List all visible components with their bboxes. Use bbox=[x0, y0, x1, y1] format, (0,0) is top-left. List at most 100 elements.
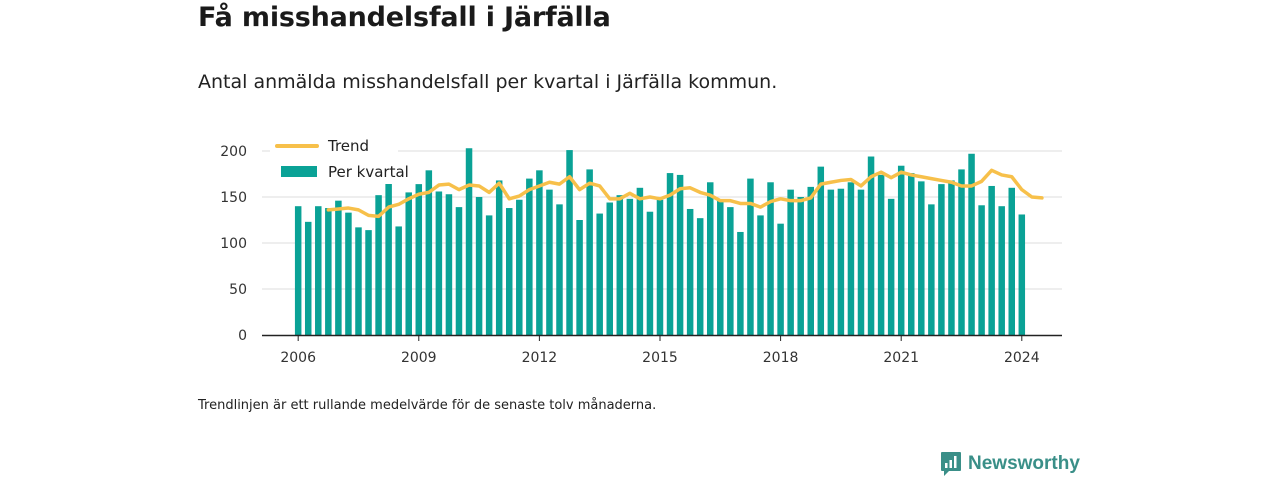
chart-title: Få misshandelsfall i Järfälla bbox=[198, 2, 611, 33]
bar-32 bbox=[606, 202, 613, 335]
bar-35 bbox=[636, 187, 644, 335]
x-tick-label-2012: 2012 bbox=[522, 350, 558, 366]
y-tick-label-50: 50 bbox=[229, 282, 247, 298]
legend-bar-label: Per kvartal bbox=[328, 163, 409, 181]
bar-23 bbox=[516, 199, 523, 335]
bar-49 bbox=[777, 223, 784, 335]
bar-9 bbox=[375, 195, 382, 335]
legend: Trend Per kvartal bbox=[270, 132, 409, 184]
newsworthy-logo-icon bbox=[941, 452, 961, 476]
bar-37 bbox=[656, 199, 664, 335]
chart-subtitle: Antal anmälda misshandelsfall per kvarta… bbox=[198, 71, 778, 93]
axes: 0 50 100 150 200 2006 2009 2012 2015 2018 2021 2024 bbox=[220, 144, 1062, 366]
bar-38 bbox=[666, 173, 674, 335]
bar-22 bbox=[505, 208, 513, 335]
bar-27 bbox=[556, 204, 563, 335]
bar-57 bbox=[857, 189, 865, 335]
bar-34 bbox=[626, 198, 634, 335]
bar-31 bbox=[596, 213, 603, 335]
bar-29 bbox=[576, 220, 583, 335]
bar-66 bbox=[948, 180, 955, 335]
bar-7 bbox=[355, 227, 362, 335]
bar-56 bbox=[847, 182, 855, 335]
bar-43 bbox=[717, 199, 724, 335]
chart: 0 50 100 150 200 2006 2009 2012 2015 2018 2021 2024… bbox=[220, 132, 1062, 366]
bar-6 bbox=[345, 212, 352, 335]
bar-50 bbox=[787, 189, 794, 335]
bar-8 bbox=[365, 230, 372, 335]
bar-39 bbox=[676, 174, 684, 335]
bar-71 bbox=[998, 206, 1005, 335]
bar-15 bbox=[435, 191, 443, 335]
bar-24 bbox=[526, 178, 533, 335]
bar-72 bbox=[1008, 187, 1015, 335]
brand-logo: Newsworthy bbox=[940, 451, 1080, 477]
bar-25 bbox=[536, 170, 543, 335]
x-tick-label-2021: 2021 bbox=[883, 350, 919, 366]
bar-26 bbox=[546, 189, 553, 335]
bar-69 bbox=[978, 205, 985, 335]
bar-41 bbox=[696, 218, 704, 335]
bar-58 bbox=[867, 156, 875, 335]
bar-28 bbox=[566, 150, 573, 335]
bar-67 bbox=[958, 169, 965, 335]
x-tick-label-2009: 2009 bbox=[401, 350, 437, 366]
brand-name: Newsworthy bbox=[968, 453, 1080, 474]
legend-trend-label: Trend bbox=[327, 137, 369, 155]
bar-54 bbox=[827, 189, 835, 335]
bar-73 bbox=[1018, 214, 1026, 335]
y-tick-label-150: 150 bbox=[220, 190, 247, 206]
bar-30 bbox=[586, 169, 593, 335]
bar-1 bbox=[294, 206, 302, 335]
bar-14 bbox=[425, 170, 433, 335]
bar-4 bbox=[325, 208, 332, 335]
bar-21 bbox=[495, 180, 503, 335]
bar-51 bbox=[797, 197, 804, 335]
bar-59 bbox=[877, 174, 885, 335]
bar-18 bbox=[465, 148, 473, 335]
bar-47 bbox=[757, 215, 764, 335]
trend-line bbox=[326, 168, 1044, 219]
y-tick-label-200: 200 bbox=[220, 144, 247, 160]
chart-footnote: Trendlinjen är ett rullande medelvärde f… bbox=[198, 398, 657, 413]
bar-20 bbox=[485, 215, 493, 335]
bar-61 bbox=[897, 165, 905, 335]
bar-65 bbox=[938, 184, 945, 335]
bar-70 bbox=[988, 185, 995, 335]
bar-33 bbox=[616, 195, 624, 335]
bar-12 bbox=[405, 192, 412, 335]
bar-series bbox=[294, 148, 1026, 335]
bar-40 bbox=[686, 208, 694, 335]
bar-19 bbox=[475, 197, 483, 335]
bar-52 bbox=[807, 186, 814, 335]
x-tick-label-2024: 2024 bbox=[1004, 350, 1040, 366]
x-tick-label-2015: 2015 bbox=[642, 350, 678, 366]
y-tick-label-0: 0 bbox=[238, 328, 247, 344]
bar-5 bbox=[335, 200, 342, 335]
bar-10 bbox=[385, 177, 392, 335]
bar-36 bbox=[646, 211, 654, 335]
bar-53 bbox=[817, 166, 825, 335]
legend-bar-swatch bbox=[281, 166, 317, 177]
bar-2 bbox=[304, 221, 312, 335]
bar-16 bbox=[445, 194, 453, 335]
bar-48 bbox=[767, 182, 774, 335]
bar-13 bbox=[415, 184, 423, 335]
bar-46 bbox=[747, 178, 754, 335]
bar-64 bbox=[928, 204, 935, 335]
bar-45 bbox=[737, 231, 744, 335]
x-tick-label-2018: 2018 bbox=[763, 350, 799, 366]
bar-60 bbox=[887, 198, 895, 335]
bar-62 bbox=[908, 173, 915, 335]
bar-63 bbox=[918, 181, 925, 335]
bar-44 bbox=[727, 207, 734, 335]
bar-42 bbox=[706, 182, 714, 335]
bar-17 bbox=[455, 207, 463, 335]
bar-68 bbox=[968, 153, 975, 335]
y-tick-label-100: 100 bbox=[220, 236, 247, 252]
bar-3 bbox=[315, 206, 322, 335]
bar-55 bbox=[837, 188, 845, 335]
trend-series bbox=[326, 168, 1044, 219]
bar-11 bbox=[395, 226, 402, 335]
x-tick-label-2006: 2006 bbox=[280, 350, 316, 366]
